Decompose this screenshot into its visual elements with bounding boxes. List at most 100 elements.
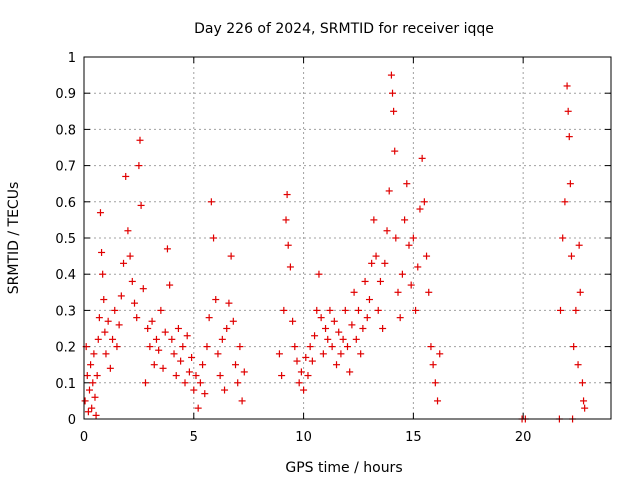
data-point [359,325,367,332]
data-point [295,379,303,387]
data-point [83,372,91,380]
y-axis-label: SRMTID / TECUs [6,182,22,295]
data-point [174,325,182,332]
data-point [352,335,360,343]
data-point [152,335,160,343]
data-point [84,408,92,416]
data-point [383,227,391,235]
data-point [308,357,316,365]
data-point [148,317,156,325]
data-point [240,368,248,376]
data-point [370,216,378,224]
data-point [368,259,376,267]
data-point [350,288,358,296]
data-point [203,343,211,351]
data-point [575,241,583,249]
data-point [361,277,369,285]
data-point [113,343,121,351]
data-point [556,306,564,314]
y-tick-label: 0.1 [55,377,76,392]
data-point [133,314,141,322]
data-point [333,361,341,369]
y-tick-label: 0.6 [55,196,76,211]
data-point [398,270,406,278]
data-point [567,252,575,260]
data-point [194,404,202,412]
data-point [427,343,435,351]
y-tick-label: 0.2 [55,341,76,356]
data-point [566,180,574,188]
data-point [199,361,207,369]
data-point [81,397,89,405]
data-point [431,379,439,387]
data-point [221,386,229,394]
data-point [106,364,114,372]
data-point [302,353,310,361]
data-point [278,372,286,380]
data-point [225,299,233,307]
data-point [102,350,110,358]
data-point [212,296,220,304]
data-point [94,335,102,343]
data-point [91,393,99,401]
data-point [99,270,107,278]
data-point [313,306,321,314]
data-point [423,252,431,260]
data-point [181,379,189,387]
y-tick-label: 0.3 [55,304,76,319]
data-point [326,306,334,314]
data-point [311,332,319,340]
data-point [275,350,283,358]
data-point [559,234,567,242]
data-point [563,82,571,90]
data-point [229,317,237,325]
data-point [159,364,167,372]
data-point [100,296,108,304]
data-point [297,368,305,376]
data-point [131,299,139,307]
data-point [315,270,323,278]
data-point [126,252,134,260]
data-point [304,372,312,380]
data-point [141,379,149,387]
data-points [81,71,589,423]
data-point [580,397,588,405]
data-point [337,350,345,358]
data-point [139,285,147,293]
data-point [291,343,299,351]
data-point [157,306,165,314]
data-point [234,379,242,387]
data-point [286,263,294,271]
data-point [581,404,589,412]
data-point [379,325,387,332]
data-point [150,361,158,369]
data-point [420,198,428,206]
axis-ticks: 00.10.20.30.40.50.60.70.80.910 5 10 15 20 [55,51,611,445]
data-point [223,325,231,332]
data-point [92,411,100,419]
data-point [172,372,180,380]
y-tick-label: 0.5 [55,232,76,247]
data-point [128,277,136,285]
data-point [146,343,154,351]
data-point [405,241,413,249]
data-point [89,379,97,387]
data-point [344,343,351,351]
data-point [192,372,200,380]
data-point [409,234,417,242]
data-point [95,314,103,322]
data-point [88,404,96,412]
data-point [115,321,123,329]
data-point [346,368,354,376]
data-point [90,350,98,358]
data-point [570,343,578,351]
data-point [436,350,444,358]
data-point [300,386,308,394]
data-point [339,335,347,343]
plot-frame [83,56,612,420]
data-point [576,288,584,296]
data-point [238,397,246,405]
data-point [387,71,395,79]
x-tick-label: 20 [515,430,532,445]
